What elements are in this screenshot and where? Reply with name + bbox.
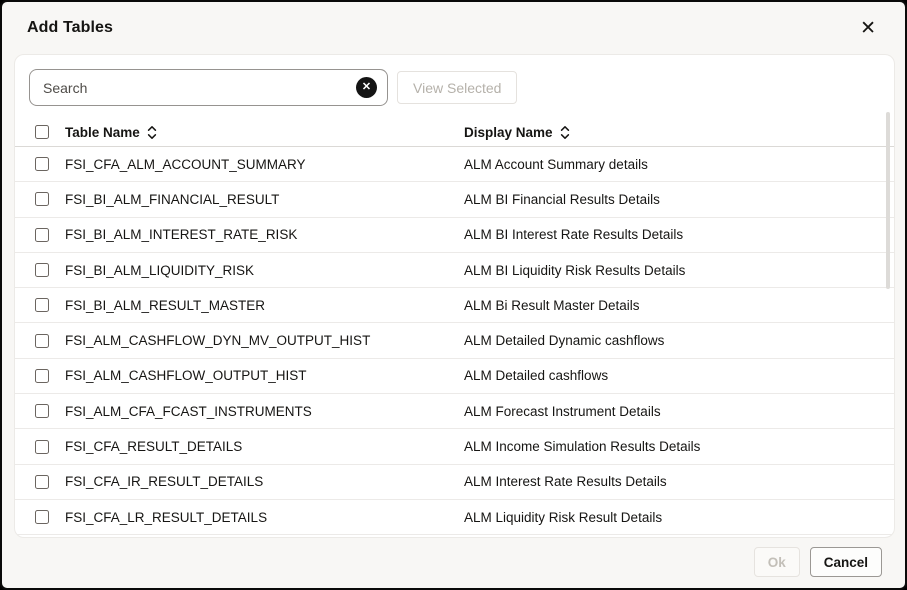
cancel-button[interactable]: Cancel xyxy=(809,547,882,577)
column-header-label: Display Name xyxy=(464,124,553,140)
table-row[interactable]: FSI_ALM_CFA_FCAST_INSTRUMENTS ALM Foreca… xyxy=(15,394,894,430)
table-row[interactable]: FSI_BI_ALM_RESULT_MASTER ALM Bi Result M… xyxy=(15,288,894,324)
display-name-cell: ALM Bi Result Master Details xyxy=(464,297,640,313)
table-row[interactable]: FSI_CFA_RESULT_DETAILS ALM Income Simula… xyxy=(15,429,894,465)
table-name-cell: FSI_CFA_IR_RESULT_DETAILS xyxy=(65,474,264,490)
content-panel: ✕ View Selected Table Name Display Name xyxy=(14,54,895,538)
column-header-label: Table Name xyxy=(65,124,140,140)
table-row[interactable]: FSI_CFA_LR_RESULT_DETAILS ALM Liquidity … xyxy=(15,500,894,536)
sort-icon[interactable] xyxy=(147,125,157,140)
table-row[interactable]: FSI_CFA_IR_RESULT_DETAILS ALM Interest R… xyxy=(15,465,894,500)
table-header-row: Table Name Display Name xyxy=(15,118,894,147)
row-checkbox[interactable] xyxy=(35,263,49,278)
toolbar: ✕ View Selected xyxy=(15,55,894,118)
display-name-cell: ALM Liquidity Risk Result Details xyxy=(464,509,663,525)
table-body: FSI_CFA_ALM_ACCOUNT_SUMMARY ALM Account … xyxy=(15,147,894,536)
row-checkbox[interactable] xyxy=(35,298,49,313)
row-checkbox[interactable] xyxy=(35,404,49,419)
display-name-cell: ALM Forecast Instrument Details xyxy=(464,403,661,419)
vertical-scrollbar-thumb[interactable] xyxy=(886,112,890,289)
table-name-cell: FSI_BI_ALM_INTEREST_RATE_RISK xyxy=(65,227,298,243)
table-name-cell: FSI_ALM_CFA_FCAST_INSTRUMENTS xyxy=(65,403,312,419)
table-name-cell: FSI_CFA_LR_RESULT_DETAILS xyxy=(65,509,268,525)
table-name-cell: FSI_BI_ALM_LIQUIDITY_RISK xyxy=(65,262,255,278)
display-name-cell: ALM Detailed Dynamic cashflows xyxy=(464,333,665,349)
dialog-header: Add Tables ✕ xyxy=(2,2,905,54)
row-checkbox[interactable] xyxy=(35,333,49,348)
display-name-cell: ALM Interest Rate Results Details xyxy=(464,474,667,490)
dialog-title: Add Tables xyxy=(27,19,114,36)
display-name-cell: ALM BI Financial Results Details xyxy=(464,191,660,207)
table-name-cell: FSI_BI_ALM_RESULT_MASTER xyxy=(65,297,266,313)
table-name-cell: FSI_ALM_CASHFLOW_DYN_MV_OUTPUT_HIST xyxy=(65,333,371,349)
close-icon[interactable]: ✕ xyxy=(856,17,880,40)
tables-table: Table Name Display Name FSI_CFA_ALM_ACCO… xyxy=(15,118,894,536)
row-checkbox[interactable] xyxy=(35,439,49,454)
select-all-checkbox[interactable] xyxy=(35,125,49,139)
search-input[interactable] xyxy=(43,79,356,96)
table-name-cell: FSI_ALM_CASHFLOW_OUTPUT_HIST xyxy=(65,368,307,384)
display-name-cell: ALM Detailed cashflows xyxy=(464,368,609,384)
row-checkbox[interactable] xyxy=(35,192,49,207)
table-row[interactable]: FSI_BI_ALM_FINANCIAL_RESULT ALM BI Finan… xyxy=(15,182,894,218)
row-checkbox[interactable] xyxy=(35,157,49,172)
table-row[interactable]: FSI_ALM_CASHFLOW_OUTPUT_HIST ALM Detaile… xyxy=(15,359,894,395)
column-header-table-name: Table Name xyxy=(65,124,464,140)
display-name-cell: ALM BI Interest Rate Results Details xyxy=(464,227,684,243)
sort-icon[interactable] xyxy=(560,125,570,140)
table-row[interactable]: FSI_BI_ALM_INTEREST_RATE_RISK ALM BI Int… xyxy=(15,218,894,253)
row-checkbox[interactable] xyxy=(35,510,49,525)
display-name-cell: ALM Income Simulation Results Details xyxy=(464,439,701,455)
table-row[interactable]: FSI_ALM_CASHFLOW_DYN_MV_OUTPUT_HIST ALM … xyxy=(15,323,894,359)
row-checkbox[interactable] xyxy=(35,227,49,242)
table-row[interactable]: FSI_CFA_ALM_ACCOUNT_SUMMARY ALM Account … xyxy=(15,147,894,183)
row-checkbox[interactable] xyxy=(35,368,49,383)
view-selected-button[interactable]: View Selected xyxy=(397,71,518,104)
clear-search-icon[interactable]: ✕ xyxy=(356,77,377,98)
column-header-display-name: Display Name xyxy=(464,124,894,140)
table-name-cell: FSI_CFA_ALM_ACCOUNT_SUMMARY xyxy=(65,156,306,172)
table-name-cell: FSI_CFA_RESULT_DETAILS xyxy=(65,439,243,455)
display-name-cell: ALM BI Liquidity Risk Results Details xyxy=(464,262,686,278)
row-checkbox[interactable] xyxy=(35,474,49,489)
table-row[interactable]: FSI_BI_ALM_LIQUIDITY_RISK ALM BI Liquidi… xyxy=(15,253,894,289)
dialog-footer: Ok Cancel xyxy=(753,547,882,577)
search-box: ✕ xyxy=(29,69,388,106)
table-name-cell: FSI_BI_ALM_FINANCIAL_RESULT xyxy=(65,191,280,207)
ok-button[interactable]: Ok xyxy=(753,547,800,577)
display-name-cell: ALM Account Summary details xyxy=(464,156,648,172)
